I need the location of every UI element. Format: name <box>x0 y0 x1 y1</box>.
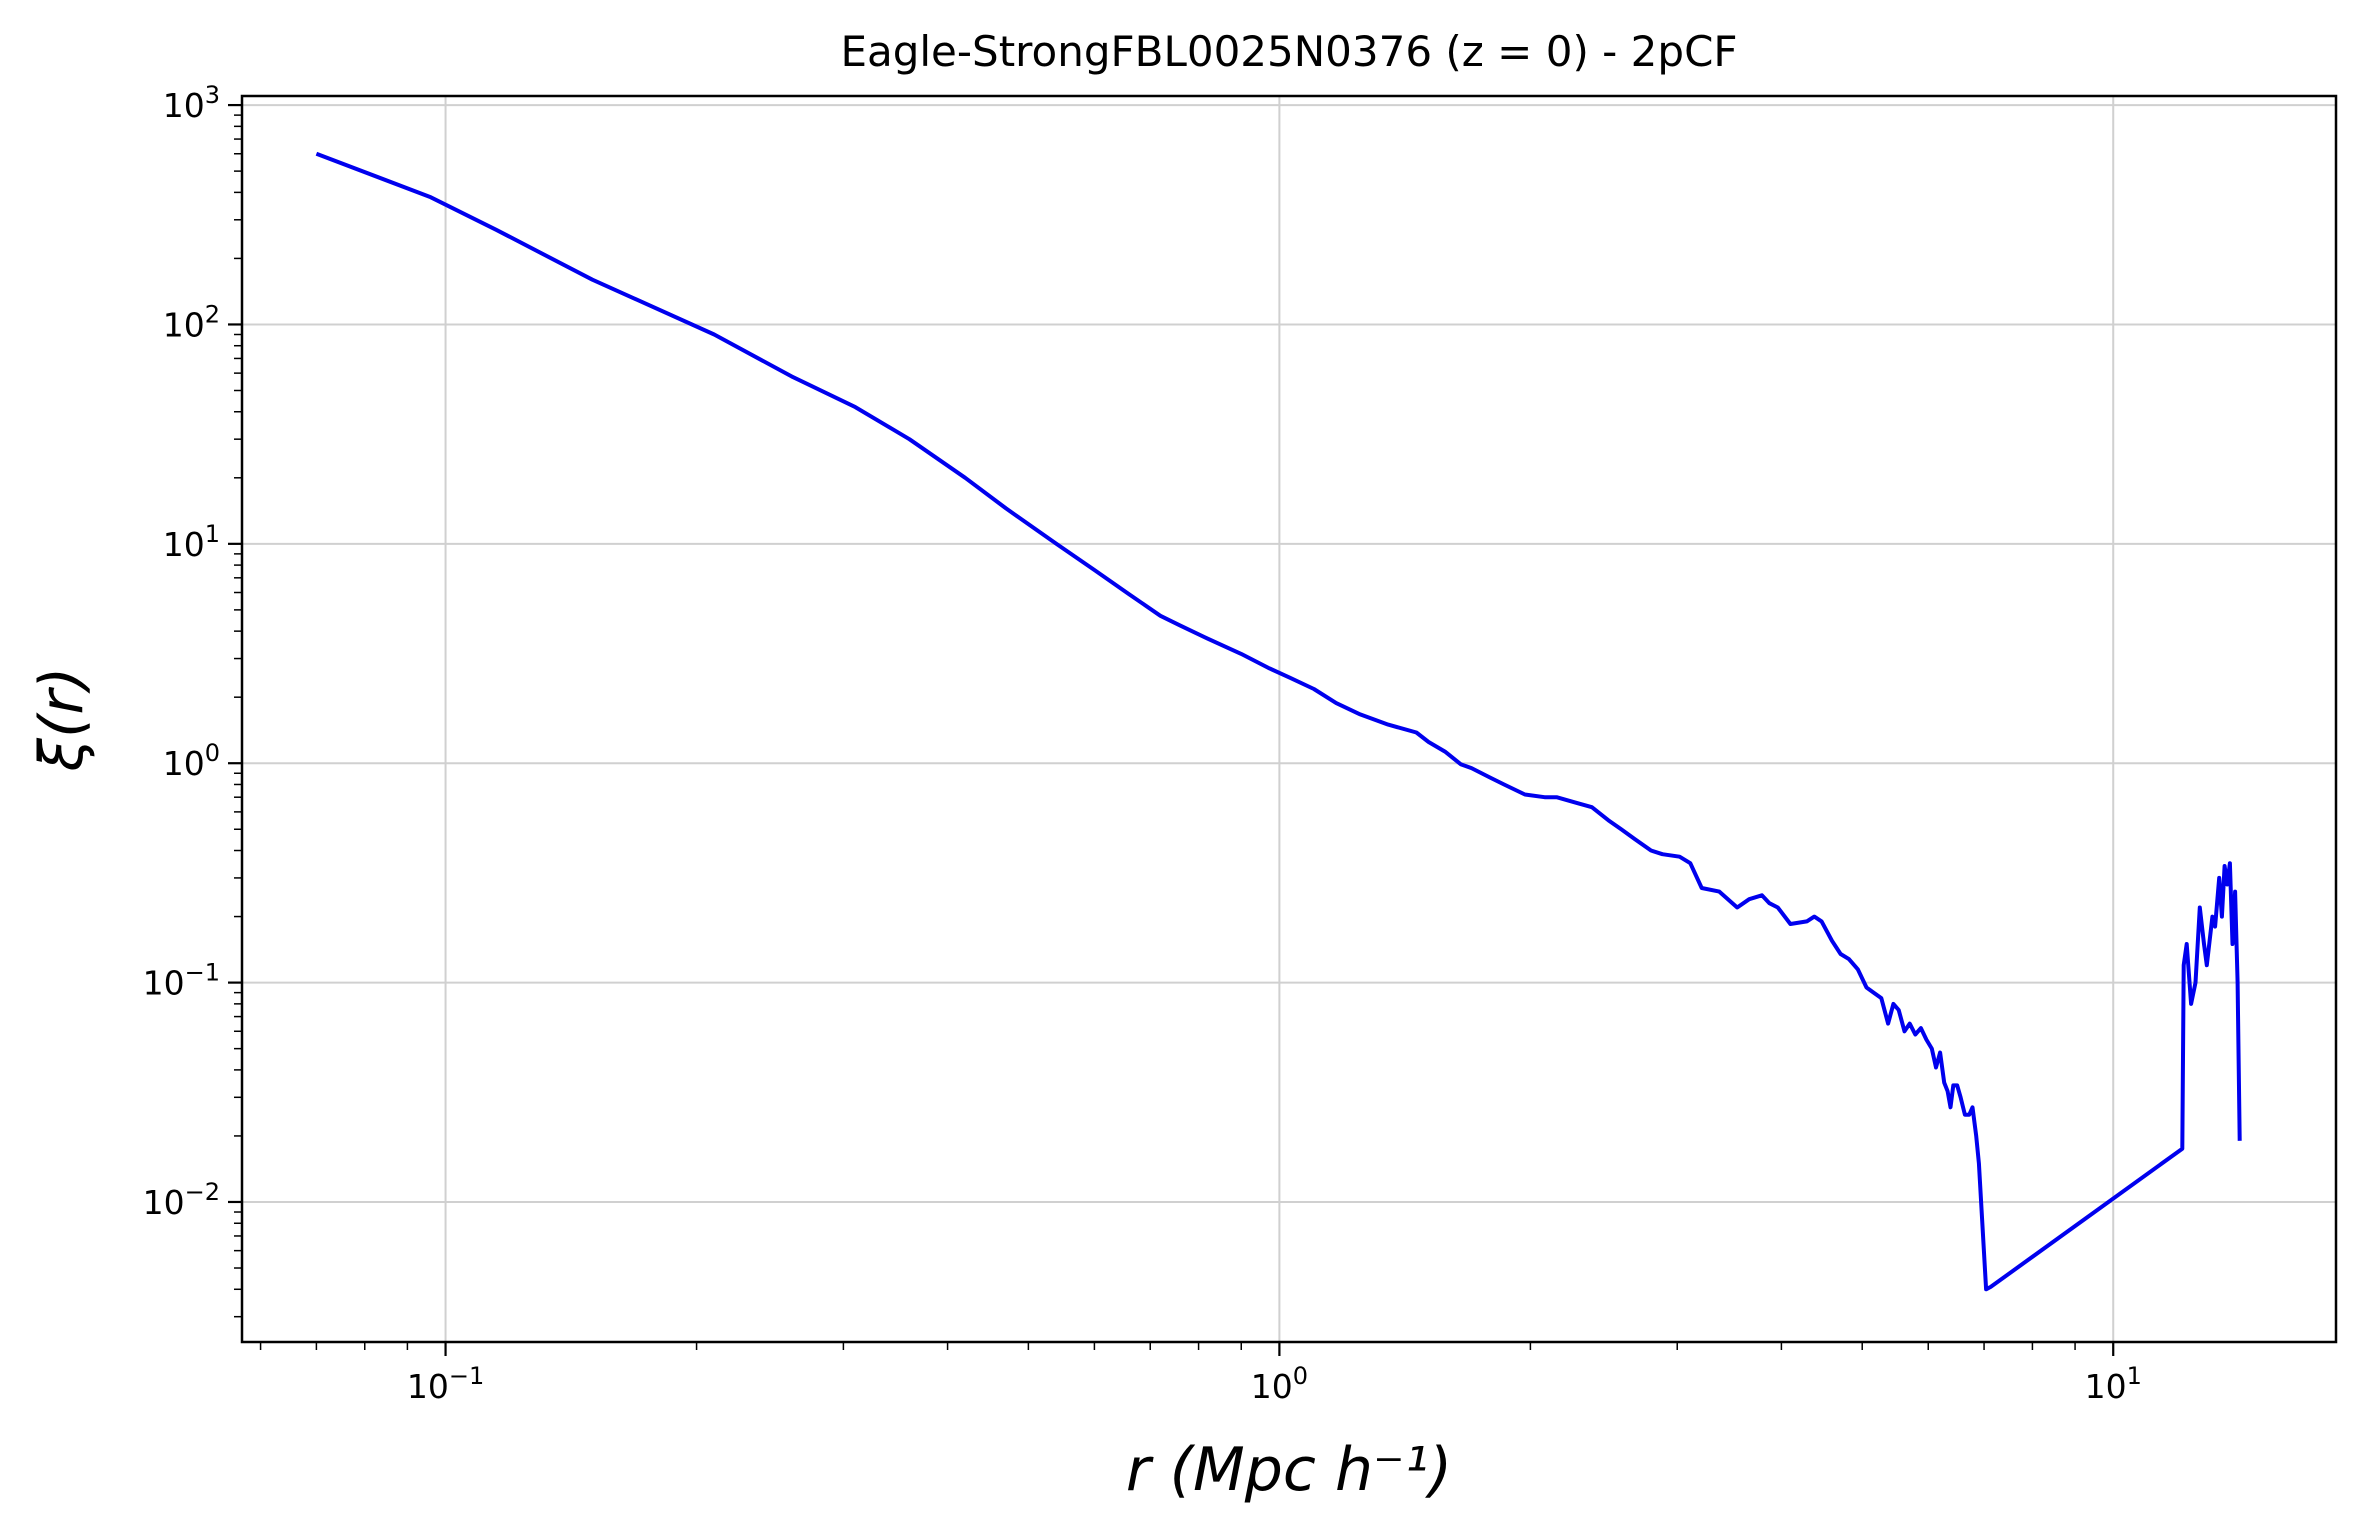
tick-labels: 10−1 100 101 10−2 10−1 100 101 102 103 <box>143 81 2142 1406</box>
y-tick-label: 102 <box>163 300 220 344</box>
y-tick-label: 10−1 <box>143 959 220 1003</box>
grid <box>242 96 2336 1342</box>
chart-title: Eagle-StrongFBL0025N0376 (z = 0) - 2pCF <box>840 27 1737 76</box>
y-tick-label: 101 <box>163 520 220 564</box>
y-tick-label: 100 <box>163 739 220 783</box>
data-series <box>315 151 2242 1292</box>
y-axis-title: ξ(r) <box>27 667 97 773</box>
axis-ticks <box>228 103 2115 1356</box>
x-tick-label: 101 <box>2085 1362 2142 1406</box>
series-line <box>315 151 2242 1292</box>
x-axis-title: r (Mpc h⁻¹) <box>1126 1435 1452 1505</box>
y-tick-label: 10−2 <box>143 1178 220 1222</box>
plot-frame <box>240 94 2338 1344</box>
x-tick-label: 100 <box>1251 1362 1308 1406</box>
x-tick-label: 10−1 <box>407 1362 484 1406</box>
y-tick-label: 103 <box>163 81 220 125</box>
